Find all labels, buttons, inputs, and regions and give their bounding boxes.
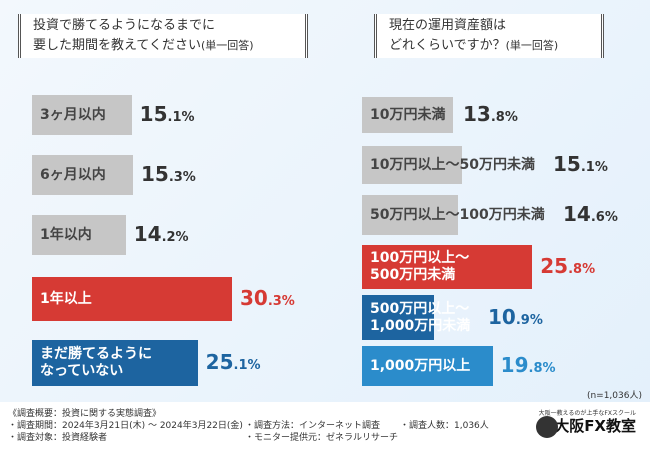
category-line: 1,000万円未満 <box>370 317 471 334</box>
bar-category-label: 50万円以上〜100万円未満 <box>370 207 545 224</box>
survey-title: 《調査概要：投資に関する実態調査》 <box>8 409 162 419</box>
bar: 6ヶ月以内 <box>32 155 133 195</box>
question-1-line1: 投資で勝てるようになるまでに <box>33 18 216 33</box>
bar: 50万円以上〜100万円未満 <box>362 195 545 235</box>
bar-category-label: 6ヶ月以内 <box>40 167 106 184</box>
bar: 10万円未満 <box>362 97 454 133</box>
bar-category-label: まだ勝てるように なっていない <box>40 346 152 380</box>
bar: 10万円以上〜50万円未満 <box>362 146 535 184</box>
survey-period: ・調査期間：2024年3月21日(木) 〜 2024年3月22日(金) <box>8 421 243 431</box>
bar-category-label: 3ヶ月以内 <box>40 107 106 124</box>
bar-category-label: 10万円未満 <box>370 107 445 124</box>
logo-tagline: 大阪一教えるのが上手なFXスクール <box>538 410 636 417</box>
category-line: 10万円未満 <box>370 106 446 123</box>
bar-value-label: 10.9% <box>488 304 543 329</box>
bar: 500万円以上〜 1,000万円未満 <box>362 295 470 340</box>
category-line: 10万円以上〜50万円未満 <box>370 156 535 173</box>
category-line: 500万円未満 <box>370 267 456 283</box>
category-line: 6ヶ月以内 <box>40 166 106 183</box>
survey-count: ・調査人数：1,036人 <box>400 421 489 431</box>
category-line: まだ勝てるように <box>40 346 152 362</box>
bar: 3ヶ月以内 <box>32 95 132 135</box>
bar-category-label: 1年以内 <box>40 227 92 244</box>
bar-value-label: 13.8% <box>463 102 518 126</box>
bar-category-label: 1,000万円以上 <box>370 358 470 375</box>
survey-method: ・調査方法：インターネット調査 <box>245 421 381 431</box>
cat-logo-icon <box>535 416 558 438</box>
bar-value-label: 14.2% <box>133 222 189 246</box>
bar-value-label: 15.3% <box>140 162 196 186</box>
category-line: 50万円以上〜100万円未満 <box>370 206 545 223</box>
sample-size: (n=1,036人) <box>586 391 642 401</box>
question-2-header: 現在の運用資産額は どれくらいですか？(単一回答) <box>374 14 604 58</box>
question-1-header: 投資で勝てるようになるまでに 要した期間を教えてください(単一回答) <box>18 14 308 58</box>
period-bar-chart: 3ヶ月以内 15.1% 6ヶ月以内 15.3% 1年以内 14.2% 1年以上 30.3% まだ… <box>32 0 322 400</box>
bar: 1年以上 <box>32 277 232 321</box>
bar-category-label: 1年以上 <box>40 291 92 308</box>
question-1-line2: 要した期間を教えてください <box>33 38 201 53</box>
bar-value-label: 14.6% <box>563 202 618 226</box>
bar-value-label: 15.1% <box>553 152 608 176</box>
bar-value-label: 30.3% <box>239 286 295 310</box>
logo: 大阪一教えるのが上手なFXスクール 大阪FX教室 <box>535 408 636 438</box>
bar: 1,000万円以上 <box>362 346 493 386</box>
survey-provider: ・モニター提供元：ゼネラルリサーチ <box>245 433 399 443</box>
bar-value-label: 15.1% <box>139 102 195 126</box>
bar: 1年以内 <box>32 215 126 255</box>
question-2-line2: どれくらいですか？ <box>389 38 506 53</box>
bar-value-label: 25.8% <box>540 254 596 278</box>
survey-footer: 《調査概要：投資に関する実態調査》 ・調査期間：2024年3月21日(木) 〜 … <box>0 402 650 450</box>
category-line: 100万円以上〜 <box>370 250 470 266</box>
category-line: 1年以上 <box>40 290 92 307</box>
bar-category-label: 100万円以上〜 500万円未満 <box>370 250 469 284</box>
assets-bar-chart: 10万円未満 13.8% 10万円以上〜50万円未満 15.1% 50万円以上〜100万… <box>362 0 650 400</box>
survey-target: ・調査対象：投資経験者 <box>8 433 108 443</box>
bar: 100万円以上〜 500万円未満 <box>362 245 533 289</box>
bar-category-label: 10万円以上〜50万円未満 <box>370 157 535 174</box>
category-line: なっていない <box>40 363 124 379</box>
bar-value-label: 25.1% <box>205 350 261 374</box>
question-1-suffix: (単一回答) <box>200 39 254 52</box>
logo-name: 大阪FX教室 <box>554 417 636 435</box>
bar: まだ勝てるように なっていない <box>32 340 198 386</box>
category-line: 1年以内 <box>40 226 92 243</box>
category-line: 3ヶ月以内 <box>40 106 106 123</box>
question-2-line1: 現在の運用資産額は <box>389 18 507 33</box>
category-line: 500万円以上〜 <box>370 300 470 317</box>
question-2-suffix: (単一回答) <box>505 39 559 52</box>
bar-value-label: 19.8% <box>500 353 556 377</box>
bar-category-label: 500万円以上〜 1,000万円未満 <box>370 301 470 335</box>
category-line: 1,000万円以上 <box>370 357 471 374</box>
